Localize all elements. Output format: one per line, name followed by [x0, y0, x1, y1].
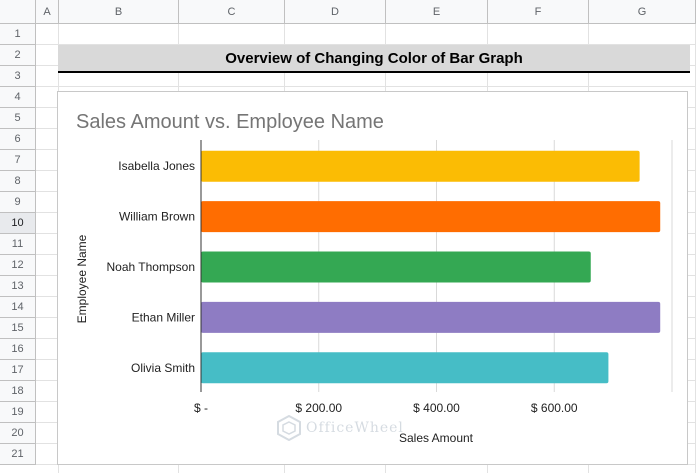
- row-header-14[interactable]: 14: [0, 297, 36, 318]
- column-header-c[interactable]: C: [179, 0, 285, 24]
- select-all-corner[interactable]: [0, 0, 36, 24]
- column-header-f[interactable]: F: [488, 0, 589, 24]
- bar-isabella-jones: [201, 150, 640, 182]
- row-header-8[interactable]: 8: [0, 171, 36, 192]
- row-header-6[interactable]: 6: [0, 129, 36, 150]
- row-header-2[interactable]: 2: [0, 45, 36, 66]
- column-header-d[interactable]: D: [285, 0, 386, 24]
- x-tick-label: $ 600.00: [531, 401, 578, 415]
- row-header-7[interactable]: 7: [0, 150, 36, 171]
- bar-ethan-miller: [201, 301, 661, 333]
- banner-title[interactable]: Overview of Changing Color of Bar Graph: [58, 45, 690, 73]
- column-header-b[interactable]: B: [59, 0, 179, 24]
- row-header-20[interactable]: 20: [0, 423, 36, 444]
- x-tick-label: $ -: [194, 401, 208, 415]
- gridline: [36, 86, 696, 87]
- y-category-label: Isabella Jones: [118, 159, 195, 173]
- row-header-12[interactable]: 12: [0, 255, 36, 276]
- bar-william-brown: [201, 201, 661, 233]
- row-header-1[interactable]: 1: [0, 24, 36, 45]
- y-category-label: Noah Thompson: [107, 260, 196, 274]
- x-axis-title: Sales Amount: [399, 431, 474, 445]
- gridline: [36, 44, 696, 45]
- y-category-label: Ethan Miller: [132, 310, 195, 324]
- chart-title: Sales Amount vs. Employee Name: [76, 111, 384, 133]
- row-header-17[interactable]: 17: [0, 360, 36, 381]
- bar-chart: Sales Amount vs. Employee Name $ - $ 200.0…: [75, 111, 673, 445]
- x-tick-label: $ 400.00: [413, 401, 460, 415]
- row-header-18[interactable]: 18: [0, 381, 36, 402]
- row-header-9[interactable]: 9: [0, 192, 36, 213]
- x-tick-label: $ 200.00: [295, 401, 342, 415]
- column-header-a[interactable]: A: [36, 0, 59, 24]
- column-header-g[interactable]: G: [589, 0, 696, 24]
- chart-container[interactable]: Sales Amount vs. Employee Name $ - $ 200.0…: [57, 91, 688, 465]
- row-header-13[interactable]: 13: [0, 276, 36, 297]
- bar-olivia-smith: [201, 352, 609, 384]
- y-category-label: William Brown: [119, 210, 195, 224]
- row-header-11[interactable]: 11: [0, 234, 36, 255]
- row-header-3[interactable]: 3: [0, 66, 36, 87]
- column-header-e[interactable]: E: [386, 0, 488, 24]
- row-header-19[interactable]: 19: [0, 402, 36, 423]
- bar-noah-thompson: [201, 251, 591, 283]
- row-header-21[interactable]: 21: [0, 444, 36, 465]
- y-axis-title: Employee Name: [75, 234, 89, 323]
- row-header-15[interactable]: 15: [0, 318, 36, 339]
- row-header-4[interactable]: 4: [0, 87, 36, 108]
- y-category-label: Olivia Smith: [131, 361, 195, 375]
- row-header-5[interactable]: 5: [0, 108, 36, 129]
- row-header-10[interactable]: 10: [0, 213, 36, 234]
- row-header-16[interactable]: 16: [0, 339, 36, 360]
